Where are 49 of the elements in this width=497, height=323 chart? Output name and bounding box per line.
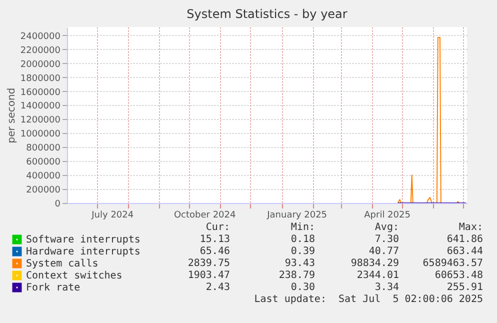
chart-title: System Statistics - by year [186, 7, 348, 21]
y-tick-label: 600000 [26, 158, 61, 168]
x-tick-label: January 2025 [266, 210, 328, 220]
legend-label: Fork rate [26, 282, 80, 294]
text: 2.43 [206, 282, 230, 294]
x-tick-label: April 2025 [364, 210, 410, 220]
text: 40.77 [368, 246, 399, 258]
text: 2344.01 [356, 270, 399, 282]
text: 6589463.57 [422, 258, 483, 270]
y-tick-label: 2200000 [20, 46, 61, 56]
y-axis-title: per second [6, 88, 18, 144]
text: 0.18 [290, 234, 315, 246]
legend-label: Context switches [26, 270, 122, 282]
text: Min: [290, 222, 315, 234]
text: Last update: Sat Jul 5 02:00:06 2025 [254, 294, 483, 306]
text: Cur: [206, 222, 230, 234]
legend-label: Software interrupts [26, 234, 140, 246]
y-tick-label: 400000 [26, 172, 61, 182]
text: Avg: [374, 222, 399, 234]
text: 3.34 [374, 282, 399, 294]
y-tick-label: 1000000 [20, 130, 61, 140]
y-tick-label: 0 [54, 200, 61, 210]
y-tick-label: 2400000 [20, 32, 61, 42]
y-tick-label: 1800000 [20, 74, 61, 84]
y-tick-label: 800000 [26, 144, 61, 154]
y-tick-label: 200000 [26, 186, 61, 196]
y-tick-label: 1200000 [20, 116, 61, 126]
legend-label: Hardware interrupts [26, 246, 140, 258]
text: 7.30 [374, 234, 399, 246]
y-tick-label: 2000000 [20, 60, 61, 70]
text: 1903.47 [188, 270, 230, 282]
text: 2839.75 [188, 258, 230, 270]
text: 93.43 [284, 258, 315, 270]
text: 0.30 [290, 282, 315, 294]
text: 65.46 [200, 246, 230, 258]
y-tick-label: 1400000 [20, 102, 61, 112]
text: 255.91 [446, 282, 483, 294]
y-tick-label: 1600000 [20, 88, 61, 98]
text: Max: [458, 222, 483, 234]
legend-label: System calls [26, 258, 98, 270]
x-tick-label: July 2024 [90, 210, 134, 220]
text: 98834.29 [350, 258, 399, 270]
text: 0.39 [290, 246, 315, 258]
text: 641.86 [446, 234, 483, 246]
text: 15.13 [200, 234, 230, 246]
x-tick-label: October 2024 [174, 210, 236, 220]
text: 238.79 [278, 270, 315, 282]
text: 60653.48 [434, 270, 483, 282]
text: 663.44 [446, 246, 483, 258]
